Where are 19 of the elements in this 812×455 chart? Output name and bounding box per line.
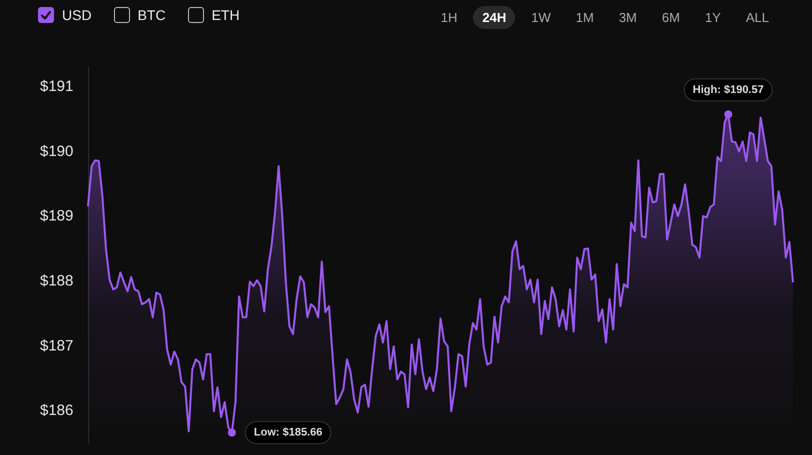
text: 1W [530,9,552,27]
text: 1M [574,9,595,27]
y-tick-label: $187 [40,337,74,354]
y-tick-label: $189 [40,208,74,225]
legend-label: USD [61,7,92,23]
y-tick-label: $188 [40,272,74,290]
annotation: Low: $185.66 [254,426,322,439]
text: 1H [440,9,458,27]
text: ALL [744,9,770,27]
text: BTC [136,7,166,23]
text: ETH [210,7,240,23]
text: 24H [473,6,516,29]
text: 3M [618,9,638,27]
text: 6M [660,9,681,27]
y-tick-label: $190 [40,142,74,160]
y-tick-label: $191 [40,78,74,95]
annotation: High: $190.57 [692,84,764,96]
text: 1Y [704,9,722,27]
y-tick-label: $186 [40,402,74,420]
